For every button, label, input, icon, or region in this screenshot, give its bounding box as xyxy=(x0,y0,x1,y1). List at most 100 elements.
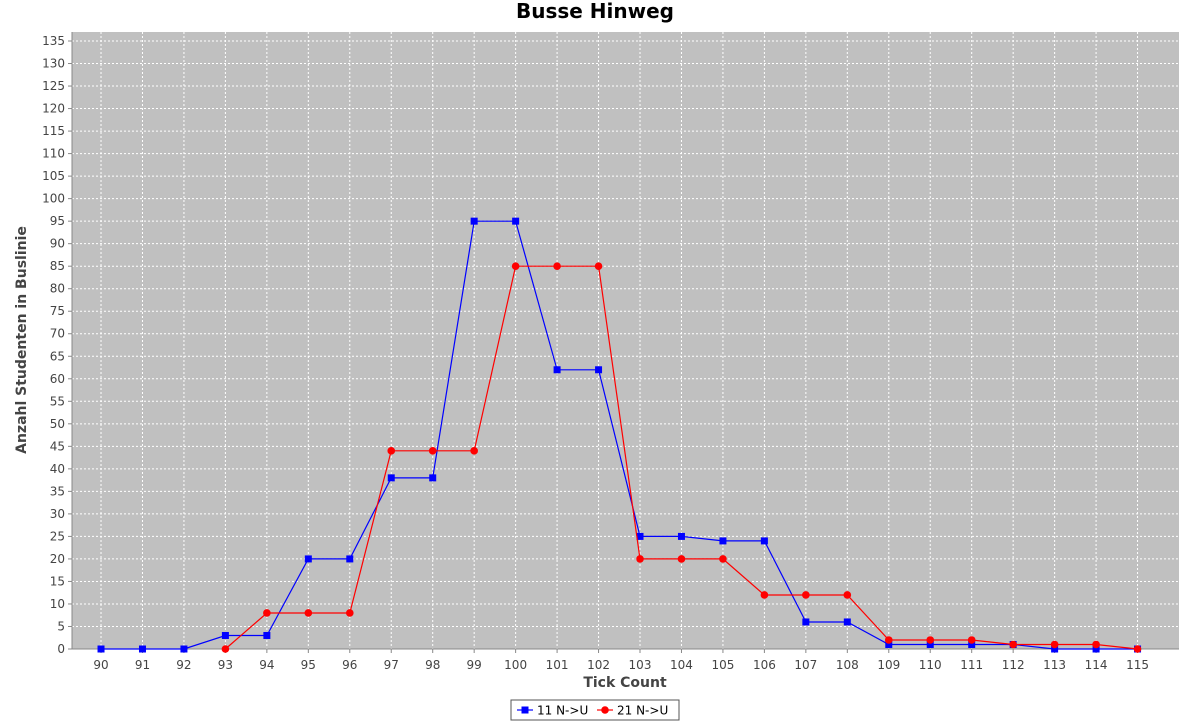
grid-lines xyxy=(72,32,1179,649)
data-point xyxy=(221,645,230,653)
legend: 11 N->U 21 N->U xyxy=(510,699,680,721)
data-point xyxy=(843,591,852,599)
x-tick-label: 96 xyxy=(342,658,357,672)
y-tick-label: 105 xyxy=(42,169,65,183)
legend-box xyxy=(510,699,680,721)
y-tick-label: 30 xyxy=(50,507,65,521)
x-tick-label: 104 xyxy=(670,658,693,672)
x-tick-label: 98 xyxy=(425,658,440,672)
data-point xyxy=(263,631,271,639)
data-point xyxy=(1009,640,1017,649)
x-tick-label: 93 xyxy=(218,658,233,672)
data-point xyxy=(512,217,520,225)
series-2 xyxy=(221,262,1142,653)
y-tick-label: 85 xyxy=(50,259,65,273)
data-point xyxy=(511,262,520,270)
y-tick-label: 5 xyxy=(57,619,65,633)
x-tick-label: 97 xyxy=(384,658,399,672)
series-layer xyxy=(97,217,1142,653)
y-tick-label: 50 xyxy=(50,417,65,431)
data-point xyxy=(719,537,727,545)
x-tick-label: 95 xyxy=(301,658,316,672)
legend-label: 11 N->U xyxy=(537,704,588,718)
y-tick-label: 60 xyxy=(50,372,65,386)
y-tick-label: 120 xyxy=(42,102,65,116)
x-tick-label: 100 xyxy=(504,658,527,672)
data-point xyxy=(470,217,478,225)
x-tick-label: 113 xyxy=(1043,658,1066,672)
chart-title: Busse Hinweg xyxy=(516,0,674,23)
data-point xyxy=(719,555,727,563)
y-tick-label: 0 xyxy=(57,642,65,656)
series-1 xyxy=(97,217,1142,653)
data-point xyxy=(1133,645,1142,653)
plot-area xyxy=(72,32,1179,649)
x-tick-label: 94 xyxy=(259,658,274,672)
x-tick-label: 105 xyxy=(711,658,734,672)
data-point xyxy=(346,555,354,563)
y-tick-label: 130 xyxy=(42,57,65,71)
x-axis-label: Tick Count xyxy=(583,675,667,691)
data-point xyxy=(760,537,768,545)
legend-marker xyxy=(601,706,609,714)
y-tick-label: 135 xyxy=(42,34,65,48)
series-line xyxy=(101,220,1138,650)
data-point xyxy=(595,366,603,374)
y-tick-label: 15 xyxy=(50,574,65,588)
x-tick-label: 115 xyxy=(1126,658,1149,672)
x-tick-label: 103 xyxy=(629,658,652,672)
x-tick-label: 111 xyxy=(960,658,983,672)
data-point xyxy=(180,645,188,653)
y-tick-label: 100 xyxy=(42,192,65,206)
y-tick-label: 90 xyxy=(50,237,65,251)
data-point xyxy=(138,645,146,653)
x-tick-label: 92 xyxy=(176,658,191,672)
data-point xyxy=(97,645,105,653)
x-tick-label: 106 xyxy=(753,658,776,672)
data-point xyxy=(1092,645,1100,653)
data-point xyxy=(926,640,934,648)
legend-label: 21 N->U xyxy=(617,704,668,718)
data-point xyxy=(843,618,851,626)
data-point xyxy=(802,591,810,599)
y-tick-label: 25 xyxy=(50,529,65,543)
y-axis-label: Anzahl Studenten in Buslinie xyxy=(14,226,30,454)
data-point xyxy=(1050,640,1059,649)
x-tick-label: 114 xyxy=(1085,658,1108,672)
y-tick-label: 80 xyxy=(50,282,65,296)
data-point xyxy=(967,636,976,644)
y-tick-label: 45 xyxy=(50,439,65,453)
data-point xyxy=(345,609,354,617)
data-point xyxy=(677,532,685,540)
data-point xyxy=(594,262,603,270)
y-tick-label: 35 xyxy=(50,484,65,498)
data-point xyxy=(636,532,644,540)
data-point xyxy=(553,366,561,374)
y-tick-label: 125 xyxy=(42,79,65,93)
x-tick-label: 90 xyxy=(93,658,108,672)
x-tick-label: 101 xyxy=(546,658,569,672)
y-tick-label: 55 xyxy=(50,394,65,408)
y-tick-label: 70 xyxy=(50,327,65,341)
data-point xyxy=(1051,645,1059,653)
data-point xyxy=(884,636,893,644)
data-point xyxy=(760,591,769,599)
data-point xyxy=(885,640,893,648)
x-tick-label: 108 xyxy=(836,658,859,672)
x-tick-label: 110 xyxy=(919,658,942,672)
data-point xyxy=(221,631,229,639)
data-point xyxy=(470,447,478,455)
legend-marker xyxy=(521,706,529,714)
y-tick-label: 65 xyxy=(50,349,65,363)
data-point xyxy=(304,555,312,563)
data-point xyxy=(553,262,561,270)
x-tick-label: 109 xyxy=(877,658,900,672)
axes: 0 5 10 15 20 25 30 35 40 45 50 55 60 65 70 75 80 85 90 95 10… xyxy=(42,32,1179,672)
x-tick-label: 112 xyxy=(1002,658,1025,672)
y-tick-label: 20 xyxy=(50,552,65,566)
data-point xyxy=(1092,640,1100,649)
x-tick-label: 91 xyxy=(135,658,150,672)
data-point xyxy=(802,618,810,626)
y-tick-label: 10 xyxy=(50,597,65,611)
data-point xyxy=(387,447,396,455)
